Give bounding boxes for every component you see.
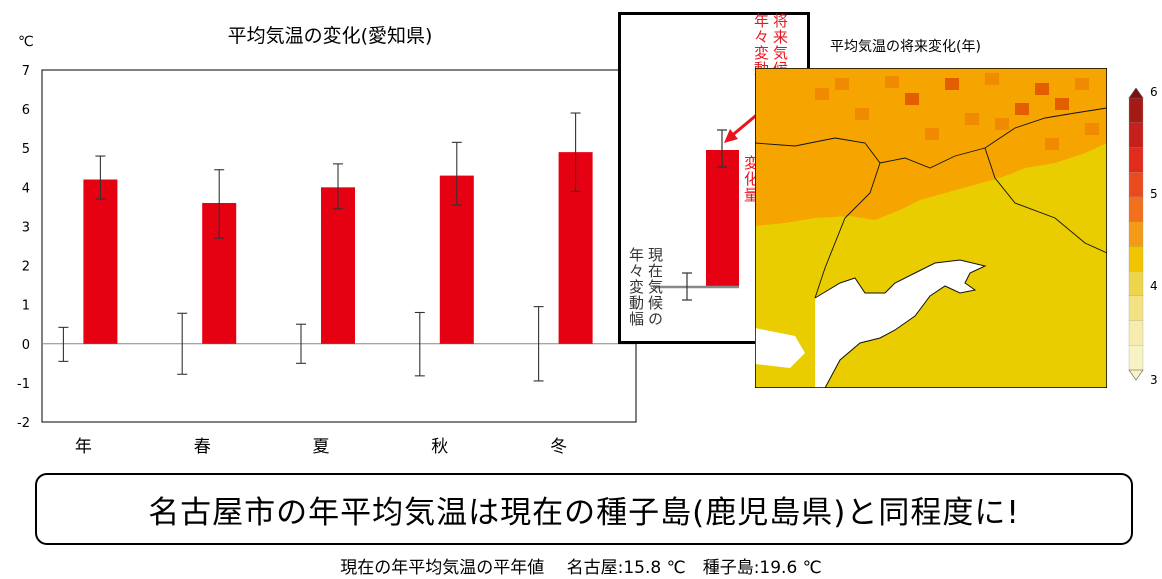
colorbar-tick-label: 3	[1150, 373, 1158, 386]
temperature-map	[755, 68, 1107, 388]
colorbar-cell	[1128, 97, 1144, 124]
map-pixel	[995, 118, 1009, 130]
colorbar-cell	[1128, 345, 1144, 371]
x-category-label: 年	[75, 437, 92, 457]
map-pixel	[1085, 123, 1099, 135]
map-pixel	[985, 73, 999, 85]
colorbar-tick-label: 6	[1150, 86, 1158, 99]
colorbar-cell	[1128, 270, 1144, 297]
bar	[321, 187, 355, 344]
map-border-3	[984, 147, 1107, 254]
map-pixel	[945, 196, 959, 208]
y-tick-label: 7	[22, 64, 30, 79]
map-pixel	[1075, 158, 1089, 170]
map-pixel	[1035, 83, 1049, 95]
map-pixel	[1055, 168, 1069, 180]
colorbar-cell	[1128, 320, 1144, 346]
map-title: 平均気温の将来変化(年)	[830, 39, 981, 55]
y-tick-label: 1	[22, 299, 30, 314]
map-pixel	[905, 93, 919, 105]
y-tick-label: 2	[22, 260, 30, 275]
inset-bar	[706, 150, 739, 288]
y-tick-label: 0	[22, 338, 30, 353]
chart-title: 平均気温の変化(愛知県)	[228, 25, 433, 47]
colorbar-unit: ℃	[1130, 86, 1142, 87]
map-pixel	[945, 78, 959, 90]
map-pixel	[925, 128, 939, 140]
y-tick-label: 4	[22, 181, 30, 196]
colorbar-cell	[1128, 295, 1144, 322]
y-tick-label: 5	[22, 142, 30, 157]
colorbar-tick-label: 4	[1150, 279, 1158, 293]
map-pixel	[1055, 98, 1069, 110]
map-sea	[815, 260, 985, 388]
x-category-label: 夏	[313, 437, 330, 457]
map-pixel	[815, 88, 829, 100]
colorbar-cell	[1128, 196, 1144, 223]
colorbar-cell	[1128, 221, 1144, 248]
map-pixel	[1075, 78, 1089, 90]
y-tick-label: -2	[17, 416, 30, 431]
y-tick-label: 6	[22, 103, 30, 118]
map-pixel	[1015, 173, 1029, 185]
y-tick-label: -1	[17, 377, 30, 392]
message-text: 名古屋市の年平均気温は現在の種子島(鹿児島県)と同程度に!	[148, 494, 1020, 531]
map-border-2	[814, 162, 881, 299]
map-sea-left	[755, 328, 805, 368]
colorbar-cell	[1128, 122, 1144, 149]
map-pixel	[855, 108, 869, 120]
footnote: 現在の年平均気温の平年値 名古屋:15.8 ℃ 種子島:19.6 ℃	[340, 558, 822, 578]
map-pixel	[970, 186, 984, 198]
bar	[83, 179, 118, 344]
map-pixel	[965, 113, 979, 125]
x-category-label: 秋	[431, 437, 448, 457]
arrow-head-icon	[724, 129, 738, 143]
map-pixel	[885, 76, 899, 88]
colorbar: ℃ 6 5 4 3	[1128, 86, 1158, 386]
map-coastline	[814, 259, 987, 388]
colorbar-tick-label: 5	[1150, 187, 1158, 201]
inset-arrow	[728, 111, 760, 140]
current-variability-label: 現在気候の 年々変動幅	[627, 247, 664, 327]
map-pixel	[1015, 103, 1029, 115]
colorbar-bottom-arrow-icon	[1128, 369, 1144, 381]
colorbar-cell	[1128, 147, 1144, 173]
y-axis-unit: ℃	[18, 34, 34, 50]
colorbar-top-arrow-icon	[1128, 87, 1144, 99]
map-prefecture-border	[755, 107, 1107, 169]
y-tick-label: 3	[22, 220, 30, 235]
map-pixel	[995, 178, 1009, 190]
map-pixel	[835, 78, 849, 90]
map-pixel	[1045, 138, 1059, 150]
bar-chart: 平均気温の変化(愛知県) ℃ -2 -1 0 1 2 3 4 5 6 7 年 春 夏 秋 冬	[17, 25, 637, 457]
message-box: 名古屋市の年平均気温は現在の種子島(鹿児島県)と同程度に!	[35, 473, 1133, 545]
colorbar-cell	[1128, 172, 1144, 198]
x-category-label: 春	[194, 437, 211, 457]
x-category-label: 冬	[550, 437, 567, 457]
colorbar-cell	[1128, 246, 1144, 272]
